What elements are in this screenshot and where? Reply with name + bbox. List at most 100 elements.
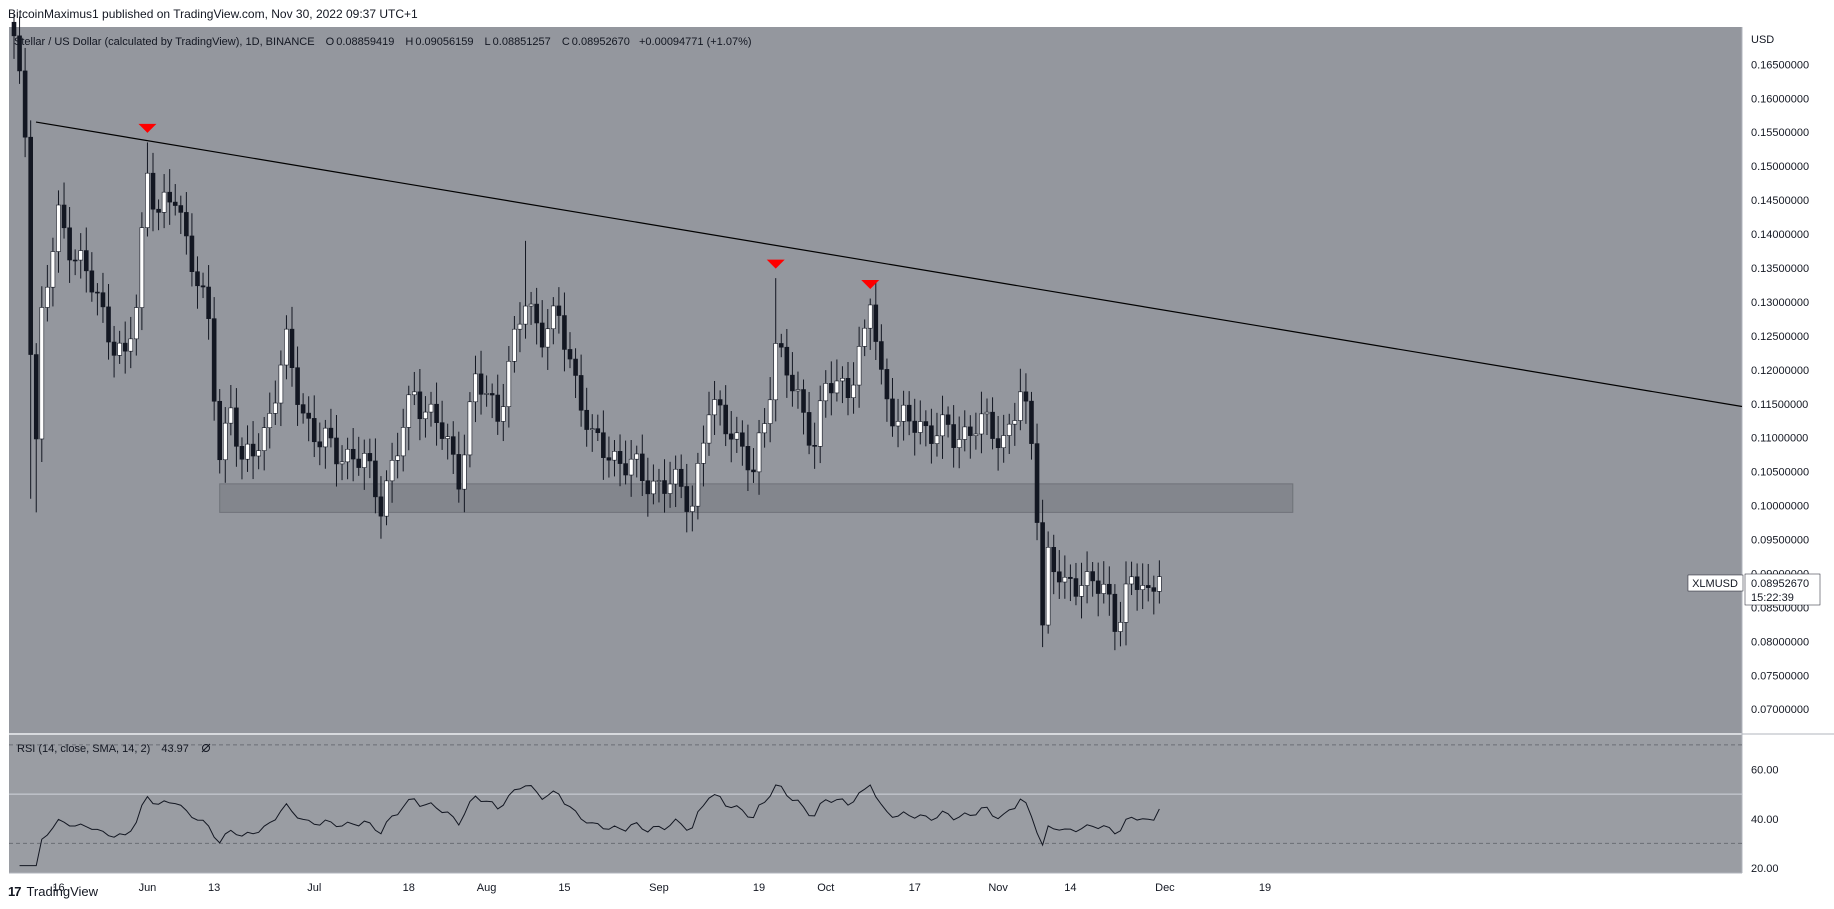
candle-body	[1107, 583, 1112, 595]
candle-body	[278, 364, 284, 404]
symbol-desc: Stellar / US Dollar (calculated by Tradi…	[14, 36, 315, 48]
symbol-tag-box	[1687, 574, 1744, 592]
candle-body	[562, 315, 567, 350]
candle-body	[395, 455, 400, 461]
candle-body	[745, 446, 751, 471]
candle-body	[117, 342, 122, 356]
candle-body	[701, 442, 706, 464]
candle-body	[423, 411, 428, 420]
rsi-tick-label: 60.00	[1751, 765, 1779, 777]
candle-body	[1084, 571, 1090, 586]
price-tick-label: 0.08000000	[1751, 636, 1809, 648]
time-tick-label: Aug	[477, 882, 497, 894]
candle-body	[456, 454, 462, 490]
price-tick-label: 0.13000000	[1751, 297, 1809, 309]
price-tick-label: 0.13500000	[1751, 263, 1809, 275]
candle-body	[589, 428, 595, 430]
candle-body	[1001, 435, 1006, 449]
candle-body	[211, 318, 217, 402]
price-tick-label: 0.16000000	[1751, 93, 1809, 105]
candle-body	[61, 204, 67, 229]
candle-body	[829, 383, 834, 394]
rsi-levels	[9, 744, 1742, 844]
price-tick-label: 0.11000000	[1751, 433, 1808, 445]
eye-off-icon[interactable]	[201, 743, 211, 753]
price-axis[interactable]	[1742, 27, 1834, 873]
candle-body	[790, 374, 795, 392]
rsi-tick-label: 20.00	[1751, 863, 1779, 875]
candle-body	[1079, 585, 1084, 597]
candle-body	[728, 433, 734, 440]
time-tick-label: 13	[208, 882, 220, 894]
low-label: L	[485, 36, 491, 48]
rsi-legend: RSI (14, close, SMA, 14, 2) 43.97	[17, 743, 189, 755]
candle-body	[884, 369, 890, 400]
candle-body	[1051, 547, 1057, 573]
rsi-pane[interactable]	[9, 735, 1742, 873]
candle-body	[39, 307, 45, 440]
candle-body	[217, 400, 223, 461]
price-tag-box	[1744, 573, 1821, 606]
candle-body	[912, 420, 918, 433]
candle-body	[1101, 583, 1107, 594]
candle-body	[106, 306, 111, 343]
price-tick-label: 0.14500000	[1751, 195, 1809, 207]
open-label: O	[326, 36, 335, 48]
candle-body	[662, 480, 667, 494]
candle-body	[740, 432, 745, 447]
candle-body	[606, 457, 612, 461]
price-tag-countdown: 15:22:39	[1751, 592, 1794, 604]
candle-body	[639, 453, 645, 482]
candle-body	[706, 414, 712, 444]
marker-triangle	[766, 259, 785, 269]
candle-body	[412, 391, 417, 396]
rsi-polyline	[19, 784, 1160, 867]
price-pane[interactable]	[9, 27, 1742, 733]
price-tick-label: 0.10500000	[1751, 467, 1809, 479]
candle-body	[784, 346, 790, 376]
candle-body	[1062, 576, 1068, 583]
candle-body	[139, 227, 145, 308]
rsi-legend-text: RSI (14, close, SMA, 14, 2)	[17, 743, 150, 755]
candle-body	[33, 354, 39, 440]
candle-body	[645, 480, 651, 495]
time-tick-label: 19	[1259, 882, 1271, 894]
candle-body	[551, 305, 556, 330]
open-value: 0.08859419	[336, 36, 394, 48]
candle-body	[717, 399, 723, 406]
candle-body	[556, 305, 562, 316]
candle-body	[534, 303, 539, 324]
candle-body	[862, 327, 867, 347]
candle-body	[134, 307, 139, 340]
candle-body	[128, 338, 134, 352]
time-tick-label: 15	[558, 882, 570, 894]
candle-body	[95, 291, 100, 294]
footer-brand: TradingView	[26, 884, 99, 899]
publisher-header: BitcoinMaximus1 published on TradingView…	[8, 7, 418, 21]
tradingview-logo-icon: 17	[8, 884, 22, 899]
high-value: 0.09056159	[415, 36, 473, 48]
price-tick-label: 0.15500000	[1751, 127, 1809, 139]
symbol-tag: XLMUSD	[1692, 578, 1738, 590]
price-tick-label: 0.10000000	[1751, 501, 1809, 513]
candle-body	[801, 389, 806, 413]
candle-body	[1073, 578, 1079, 597]
candle-body	[1145, 585, 1151, 588]
candle-body	[623, 463, 628, 476]
candle-body	[1134, 576, 1140, 590]
price-tick-label: 0.12500000	[1751, 331, 1809, 343]
time-tick-label: Nov	[988, 882, 1008, 894]
price-tick-label: 0.07500000	[1751, 670, 1809, 682]
marker-triangle	[861, 279, 880, 289]
footer: 17 TradingView	[8, 884, 98, 899]
candle-body	[612, 451, 617, 461]
candle-body	[573, 358, 578, 376]
candle-body	[478, 373, 484, 395]
candle-body	[929, 425, 934, 444]
candle-body	[189, 235, 195, 272]
candles	[11, 14, 1162, 651]
candle-body	[756, 432, 762, 473]
price-tag-price: 0.08952670	[1751, 578, 1809, 590]
candle-body	[840, 378, 845, 382]
